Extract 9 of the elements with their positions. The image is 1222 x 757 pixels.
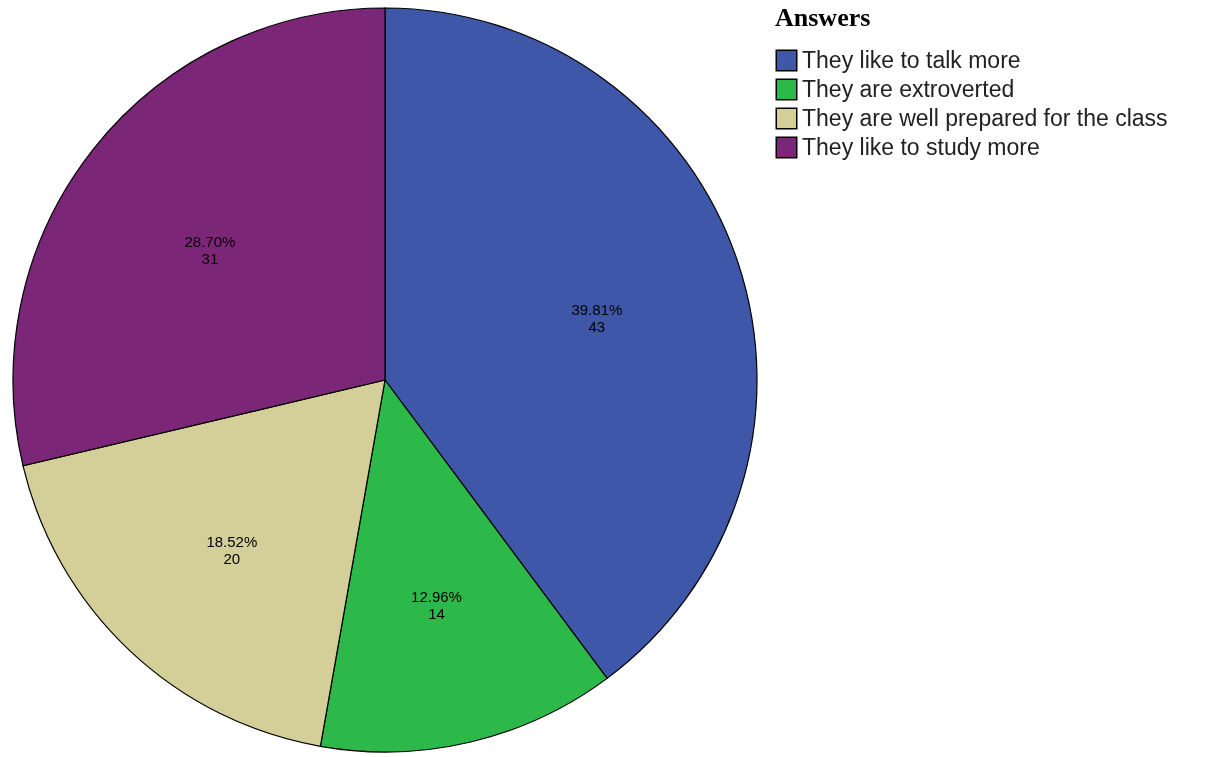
legend-label: They like to talk more (802, 46, 1021, 73)
legend-title: Answers (775, 3, 871, 32)
legend-label: They are extroverted (802, 75, 1015, 102)
data-label: 12.96% 14 (411, 588, 462, 623)
legend-label: They like to study more (802, 133, 1040, 160)
data-label: 39.81% 43 (571, 300, 623, 335)
data-label: 28.70% 31 (184, 232, 236, 267)
legend-label: They are well prepared for the class (802, 104, 1168, 131)
data-label: 18.52% 20 (206, 533, 258, 568)
